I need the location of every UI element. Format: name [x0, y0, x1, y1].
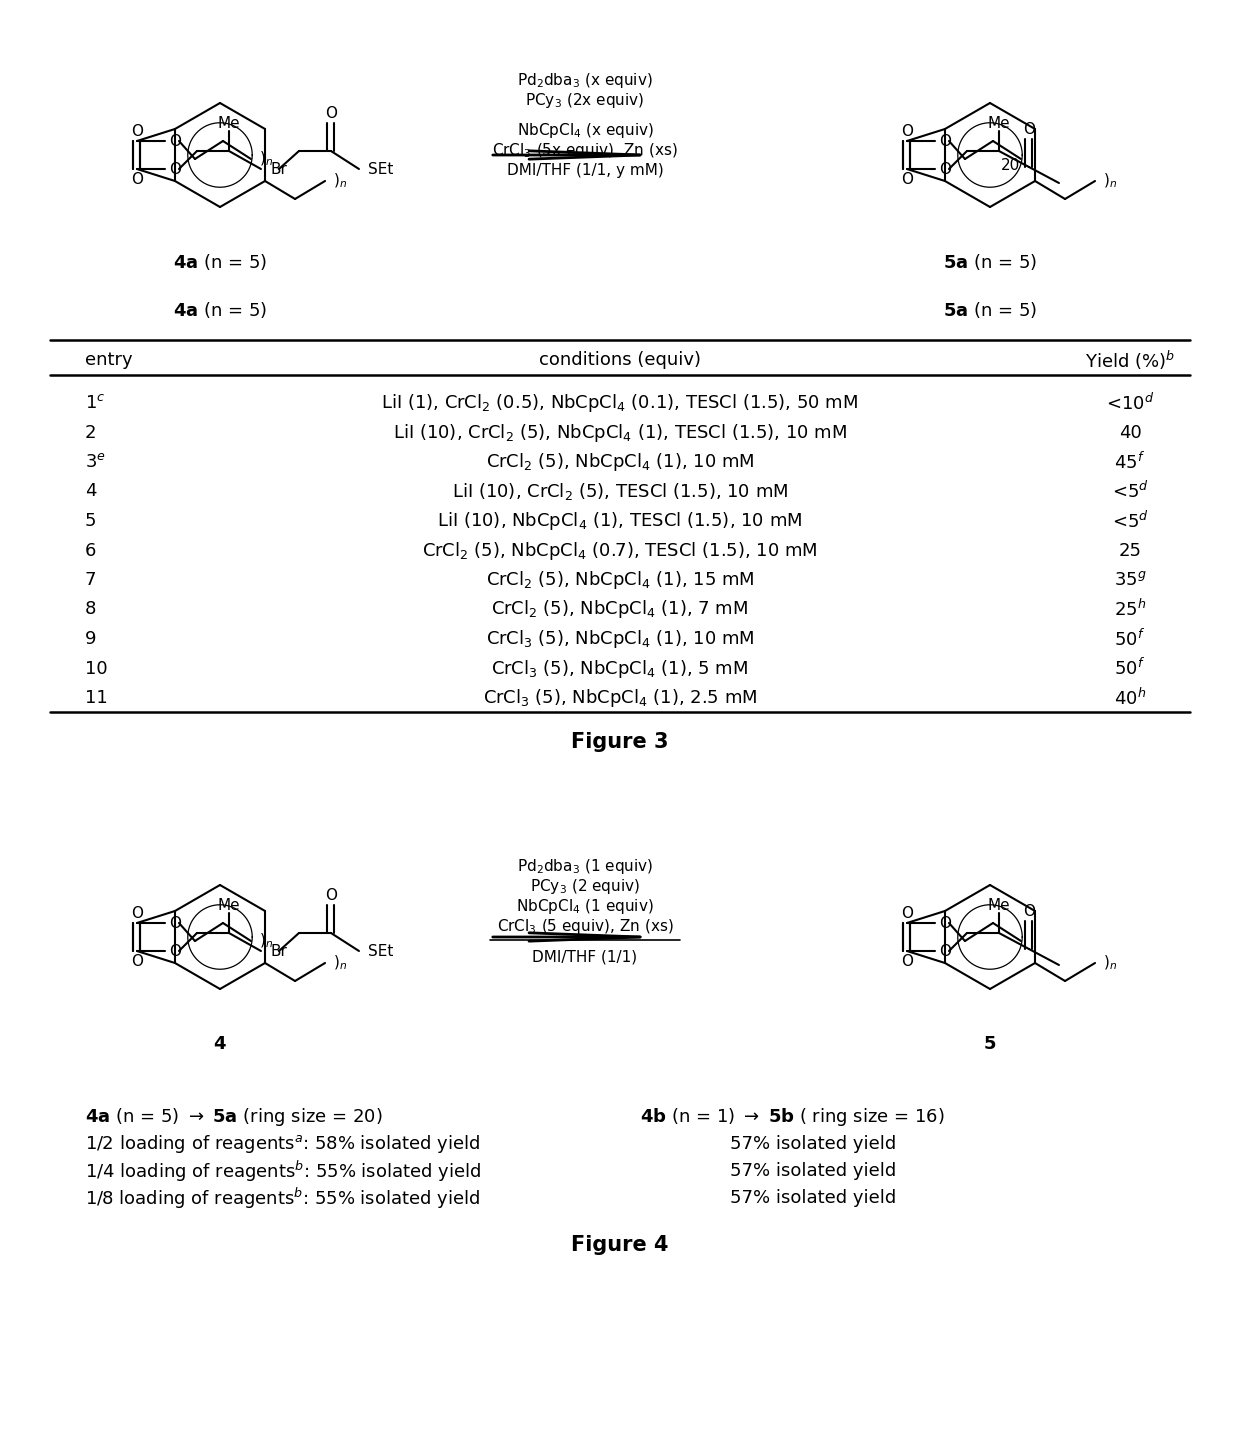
Text: $\mathbf{5a}$ (n = 5): $\mathbf{5a}$ (n = 5)	[942, 299, 1037, 320]
Text: 11: 11	[86, 689, 108, 708]
Text: CrCl$_3$ (5), NbCpCl$_4$ (1), 2.5 mM: CrCl$_3$ (5), NbCpCl$_4$ (1), 2.5 mM	[482, 687, 758, 709]
Text: DMI/THF (1/1): DMI/THF (1/1)	[532, 949, 637, 965]
Text: 57% isolated yield: 57% isolated yield	[730, 1162, 897, 1180]
Text: $\mathbf{4}$: $\mathbf{4}$	[213, 1035, 227, 1053]
Text: CrCl$_3$ (5), NbCpCl$_4$ (1), 10 mM: CrCl$_3$ (5), NbCpCl$_4$ (1), 10 mM	[486, 628, 754, 649]
Text: 35$^g$: 35$^g$	[1114, 571, 1146, 588]
Text: 57% isolated yield: 57% isolated yield	[730, 1189, 897, 1207]
Text: <5$^d$: <5$^d$	[1111, 481, 1148, 503]
Text: $\mathbf{4b}$ (n = 1) $\rightarrow$ $\mathbf{5b}$ ( ring size = 16): $\mathbf{4b}$ (n = 1) $\rightarrow$ $\ma…	[640, 1106, 945, 1128]
Text: O: O	[901, 124, 913, 138]
Text: 1/2 loading of reagents$^a$: 58% isolated yield: 1/2 loading of reagents$^a$: 58% isolate…	[86, 1133, 480, 1155]
Text: $)_n$: $)_n$	[259, 931, 273, 950]
Text: CrCl$_2$ (5), NbCpCl$_4$ (1), 15 mM: CrCl$_2$ (5), NbCpCl$_4$ (1), 15 mM	[486, 570, 754, 591]
Text: O: O	[169, 915, 181, 930]
Text: 40: 40	[1118, 423, 1141, 442]
Text: $)_n$: $)_n$	[259, 150, 273, 169]
Text: Yield (%)$^b$: Yield (%)$^b$	[1085, 349, 1176, 372]
Text: LiI (10), CrCl$_2$ (5), NbCpCl$_4$ (1), TESCl (1.5), 10 mM: LiI (10), CrCl$_2$ (5), NbCpCl$_4$ (1), …	[393, 421, 847, 443]
Text: CrCl$_2$ (5), NbCpCl$_4$ (1), 10 mM: CrCl$_2$ (5), NbCpCl$_4$ (1), 10 mM	[486, 450, 754, 474]
Text: $\mathbf{4a}$ (n = 5): $\mathbf{4a}$ (n = 5)	[172, 251, 267, 272]
Text: Pd$_2$dba$_3$ (1 equiv): Pd$_2$dba$_3$ (1 equiv)	[517, 857, 653, 876]
Text: Br: Br	[270, 161, 288, 176]
Text: 10: 10	[86, 660, 108, 677]
Text: LiI (1), CrCl$_2$ (0.5), NbCpCl$_4$ (0.1), TESCl (1.5), 50 mM: LiI (1), CrCl$_2$ (0.5), NbCpCl$_4$ (0.1…	[382, 392, 858, 414]
Text: O: O	[901, 953, 913, 969]
Text: conditions (equiv): conditions (equiv)	[539, 352, 701, 369]
Text: 5: 5	[86, 511, 97, 530]
Text: Figure 3: Figure 3	[572, 732, 668, 753]
Text: 20: 20	[1001, 157, 1019, 173]
Text: 57% isolated yield: 57% isolated yield	[730, 1135, 897, 1154]
Text: 9: 9	[86, 631, 97, 648]
Text: 1/8 loading of reagents$^b$: 55% isolated yield: 1/8 loading of reagents$^b$: 55% isolate…	[86, 1186, 480, 1210]
Text: O: O	[169, 161, 181, 176]
Text: SEt: SEt	[368, 943, 393, 959]
Text: 8: 8	[86, 600, 97, 619]
Text: 40$^h$: 40$^h$	[1114, 687, 1146, 709]
Text: <5$^d$: <5$^d$	[1111, 510, 1148, 532]
Text: Pd$_2$dba$_3$ (x equiv): Pd$_2$dba$_3$ (x equiv)	[517, 71, 652, 90]
Text: 7: 7	[86, 571, 97, 588]
Text: LiI (10), NbCpCl$_4$ (1), TESCl (1.5), 10 mM: LiI (10), NbCpCl$_4$ (1), TESCl (1.5), 1…	[438, 510, 802, 532]
Text: 25$^h$: 25$^h$	[1114, 599, 1146, 620]
Text: O: O	[939, 161, 951, 176]
Text: <10$^d$: <10$^d$	[1106, 392, 1154, 414]
Text: 1$^c$: 1$^c$	[86, 394, 105, 413]
Text: entry: entry	[86, 352, 133, 369]
Text: 25: 25	[1118, 542, 1142, 559]
Text: O: O	[325, 106, 337, 121]
Text: 50$^f$: 50$^f$	[1115, 658, 1146, 679]
Text: NbCpCl$_4$ (x equiv): NbCpCl$_4$ (x equiv)	[517, 121, 653, 139]
Text: $\mathbf{4a}$ (n = 5): $\mathbf{4a}$ (n = 5)	[172, 299, 267, 320]
Text: O: O	[939, 943, 951, 959]
Text: CrCl$_3$ (5), NbCpCl$_4$ (1), 5 mM: CrCl$_3$ (5), NbCpCl$_4$ (1), 5 mM	[491, 658, 749, 680]
Text: $)_n$: $)_n$	[1104, 171, 1117, 190]
Text: O: O	[1023, 122, 1035, 137]
Text: 1/4 loading of reagents$^b$: 55% isolated yield: 1/4 loading of reagents$^b$: 55% isolate…	[86, 1158, 481, 1184]
Text: Me: Me	[218, 898, 241, 912]
Text: O: O	[131, 171, 143, 186]
Text: CrCl$_3$ (5x equiv), Zn (xs): CrCl$_3$ (5x equiv), Zn (xs)	[492, 141, 678, 160]
Text: 3$^e$: 3$^e$	[86, 453, 105, 471]
Text: O: O	[131, 124, 143, 138]
Text: 50$^f$: 50$^f$	[1115, 628, 1146, 649]
Text: NbCpCl$_4$ (1 equiv): NbCpCl$_4$ (1 equiv)	[516, 898, 653, 917]
Text: CrCl$_2$ (5), NbCpCl$_4$ (0.7), TESCl (1.5), 10 mM: CrCl$_2$ (5), NbCpCl$_4$ (0.7), TESCl (1…	[422, 539, 818, 561]
Text: O: O	[131, 905, 143, 921]
Text: O: O	[939, 134, 951, 148]
Text: $)_n$: $)_n$	[1104, 953, 1117, 972]
Text: $\mathbf{4a}$ (n = 5) $\rightarrow$ $\mathbf{5a}$ (ring size = 20): $\mathbf{4a}$ (n = 5) $\rightarrow$ $\ma…	[86, 1106, 382, 1128]
Text: O: O	[939, 915, 951, 930]
Text: Me: Me	[218, 115, 241, 131]
Text: CrCl$_2$ (5), NbCpCl$_4$ (1), 7 mM: CrCl$_2$ (5), NbCpCl$_4$ (1), 7 mM	[491, 599, 749, 620]
Text: Br: Br	[270, 943, 288, 959]
Text: PCy$_3$ (2 equiv): PCy$_3$ (2 equiv)	[529, 878, 640, 897]
Text: O: O	[325, 888, 337, 902]
Text: O: O	[1023, 904, 1035, 918]
Text: $\mathbf{5a}$ (n = 5): $\mathbf{5a}$ (n = 5)	[942, 251, 1037, 272]
Text: CrCl$_3$ (5 equiv), Zn (xs): CrCl$_3$ (5 equiv), Zn (xs)	[497, 917, 673, 937]
Text: $)_n$: $)_n$	[334, 171, 347, 190]
Text: DMI/THF (1/1, y mM): DMI/THF (1/1, y mM)	[507, 163, 663, 177]
Text: $\mathbf{5}$: $\mathbf{5}$	[983, 1035, 997, 1053]
Text: 6: 6	[86, 542, 97, 559]
Text: SEt: SEt	[368, 161, 393, 176]
Text: $)_n$: $)_n$	[334, 953, 347, 972]
Text: O: O	[169, 943, 181, 959]
Text: 4: 4	[86, 482, 97, 500]
Text: O: O	[901, 905, 913, 921]
Text: Figure 4: Figure 4	[572, 1235, 668, 1255]
Text: O: O	[169, 134, 181, 148]
Text: 2: 2	[86, 423, 97, 442]
Text: 45$^f$: 45$^f$	[1115, 452, 1146, 472]
Text: Me: Me	[987, 115, 1011, 131]
Text: LiI (10), CrCl$_2$ (5), TESCl (1.5), 10 mM: LiI (10), CrCl$_2$ (5), TESCl (1.5), 10 …	[451, 481, 789, 501]
Text: PCy$_3$ (2x equiv): PCy$_3$ (2x equiv)	[526, 90, 645, 109]
Text: O: O	[131, 953, 143, 969]
Text: Me: Me	[987, 898, 1011, 912]
Text: O: O	[901, 171, 913, 186]
